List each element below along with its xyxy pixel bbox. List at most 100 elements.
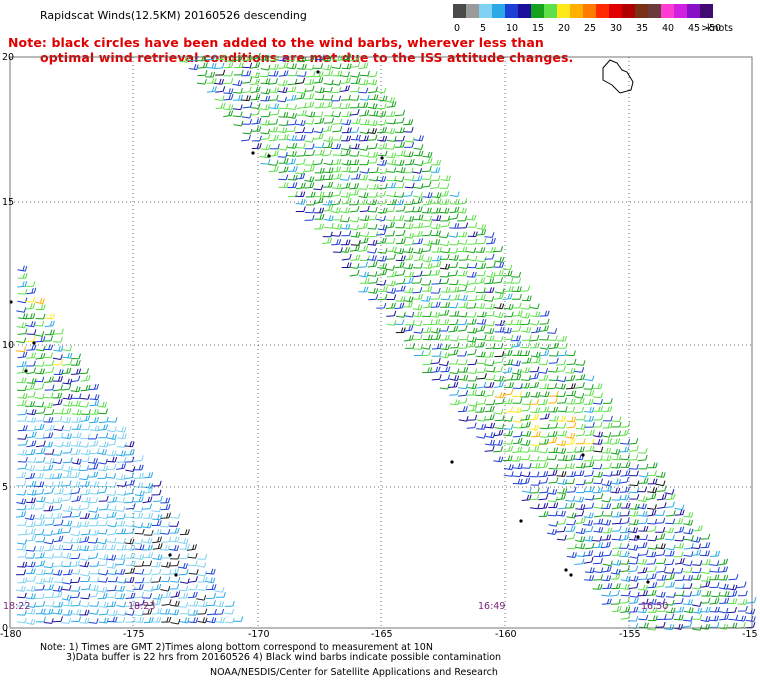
wind-barb xyxy=(556,447,567,454)
footer-note-line1: Note: 1) Times are GMT 2)Times along bot… xyxy=(40,642,433,653)
wind-barb xyxy=(188,576,198,583)
wind-barb xyxy=(25,521,36,528)
wind-barb xyxy=(62,506,73,513)
wind-barb xyxy=(449,399,460,406)
wind-barb xyxy=(214,62,225,70)
wind-barb xyxy=(159,521,170,528)
wind-barb xyxy=(35,616,46,623)
wind-barb xyxy=(727,584,738,591)
wind-barb xyxy=(214,78,224,85)
wind-barb xyxy=(285,126,296,132)
legend-swatch xyxy=(674,4,687,18)
wind-barb xyxy=(26,431,37,439)
wind-barb xyxy=(350,72,361,78)
wind-barb xyxy=(206,584,217,591)
wind-barb xyxy=(511,302,522,309)
wind-barb xyxy=(97,538,107,545)
wind-barb xyxy=(341,197,352,205)
wind-barb xyxy=(106,554,117,561)
wind-barb xyxy=(349,205,360,213)
wind-barb xyxy=(458,280,469,287)
wind-barb xyxy=(88,416,99,424)
wind-barb xyxy=(484,445,495,452)
wind-barb xyxy=(557,502,568,510)
wind-barb xyxy=(52,392,63,399)
wind-barb xyxy=(89,448,100,454)
wind-barb xyxy=(476,423,487,430)
wind-barb xyxy=(647,607,658,613)
wind-barb xyxy=(205,71,216,78)
wind-barb xyxy=(80,489,91,496)
wind-barb xyxy=(484,335,495,342)
wind-barb xyxy=(619,583,630,590)
wind-barb xyxy=(61,594,72,601)
wind-barb xyxy=(295,119,306,126)
wind-barb xyxy=(16,569,27,576)
wind-barb xyxy=(665,518,676,525)
wind-barb xyxy=(575,360,586,366)
wind-barb xyxy=(493,408,504,415)
wind-barb xyxy=(574,392,585,399)
wind-barb xyxy=(304,207,315,214)
wind-barb xyxy=(323,117,334,124)
wind-barb xyxy=(61,407,72,415)
wind-barb xyxy=(466,318,477,325)
wind-barb xyxy=(71,417,82,423)
wind-barb xyxy=(368,294,379,301)
wind-barb xyxy=(512,437,523,445)
wind-barb xyxy=(306,199,316,206)
wind-barb xyxy=(700,597,711,604)
wind-barb xyxy=(584,390,595,396)
wind-barb xyxy=(61,561,72,568)
wind-barb xyxy=(484,381,495,388)
wind-barb xyxy=(583,526,594,533)
wind-barb xyxy=(529,381,540,389)
wind-barb xyxy=(709,566,720,573)
wind-barb xyxy=(133,464,144,471)
wind-barb xyxy=(224,617,235,624)
wind-barb xyxy=(169,600,180,607)
wind-barb xyxy=(350,134,361,141)
wind-barb xyxy=(331,102,342,109)
wind-barb xyxy=(214,608,225,615)
wind-barb xyxy=(332,118,343,125)
wind-barb xyxy=(602,471,613,477)
wind-barb xyxy=(115,506,126,512)
wind-barb xyxy=(521,375,532,381)
wind-barb xyxy=(150,561,161,568)
wind-barb xyxy=(547,469,558,477)
wind-barb xyxy=(647,518,658,525)
wind-barb xyxy=(565,383,576,390)
wind-barb xyxy=(25,608,36,615)
wind-barb xyxy=(602,437,613,444)
legend-swatch xyxy=(596,4,609,18)
legend-label: 0 xyxy=(454,23,461,34)
wind-barb xyxy=(529,334,540,342)
wind-barb xyxy=(34,331,45,337)
wind-barb xyxy=(98,432,109,439)
wind-barb xyxy=(349,86,360,93)
wind-barb xyxy=(458,294,468,301)
wind-barb xyxy=(402,301,413,308)
legend-swatch xyxy=(453,4,466,18)
wind-barb xyxy=(78,401,89,408)
wind-barb xyxy=(430,167,441,173)
wind-barb xyxy=(519,382,530,389)
wind-barb xyxy=(664,527,674,534)
wind-barb xyxy=(34,529,45,536)
wind-barb xyxy=(134,617,145,623)
wind-barb xyxy=(520,421,531,429)
wind-barb xyxy=(242,62,253,69)
wind-barb xyxy=(503,286,514,292)
wind-barb xyxy=(547,437,558,444)
wind-barb xyxy=(116,442,127,448)
wind-barb xyxy=(17,561,28,568)
wind-barb xyxy=(88,440,99,447)
wind-barb xyxy=(564,478,575,484)
wind-barb xyxy=(529,398,540,405)
wind-barb xyxy=(512,431,523,438)
wind-barb xyxy=(268,63,279,70)
wind-barb xyxy=(187,552,198,559)
wind-barb xyxy=(422,256,433,263)
wind-barb xyxy=(377,263,388,269)
